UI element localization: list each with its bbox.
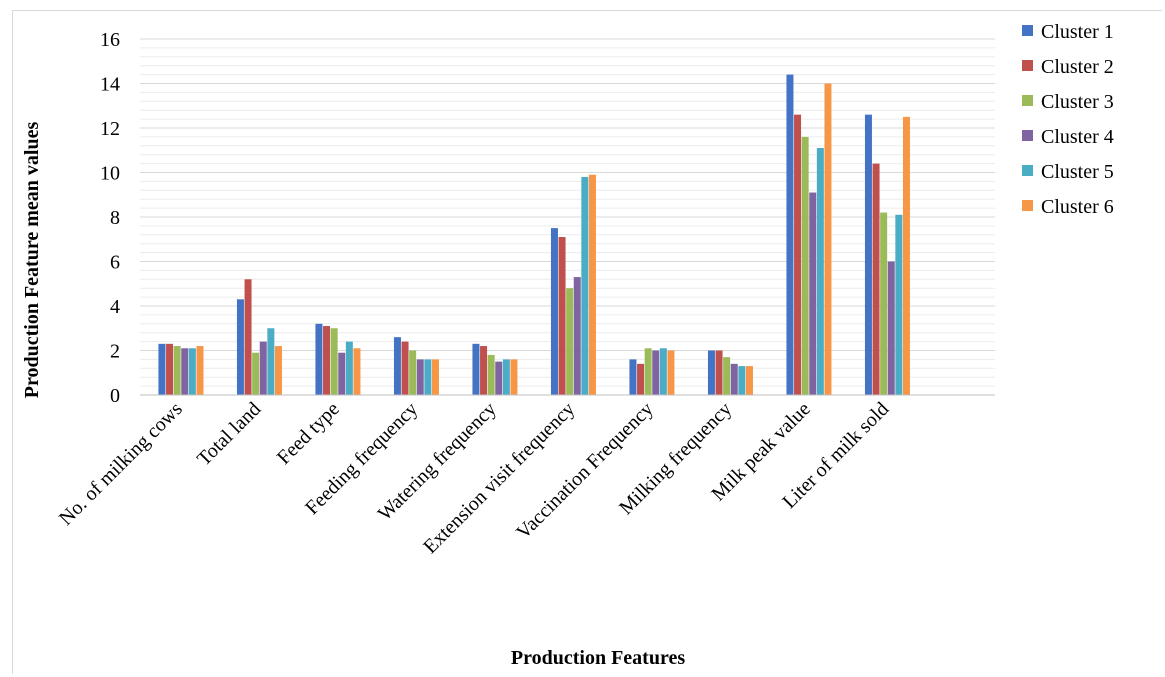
y-tick-labels: 0 2 4 6 8 10 12 14 16: [100, 29, 120, 407]
bar-cluster-5: [581, 176, 589, 395]
bar-cluster-3: [644, 348, 652, 395]
bar-cluster-1: [550, 228, 558, 395]
bar-cluster-3: [173, 346, 181, 395]
bar-cluster-6: [274, 346, 282, 395]
bar-cluster-6: [353, 348, 361, 395]
y-tick-label: 16: [100, 29, 120, 51]
bar-cluster-2: [794, 114, 802, 396]
bar-cluster-5: [188, 348, 196, 395]
y-tick-label: 14: [100, 74, 120, 96]
bar-cluster-5: [738, 366, 746, 395]
bar-cluster-2: [323, 326, 331, 395]
bar-cluster-3: [723, 357, 731, 395]
x-tick-label: Feed type: [273, 398, 344, 469]
bar-cluster-3: [409, 350, 417, 395]
y-tick-label: 2: [110, 341, 120, 363]
bar-cluster-4: [181, 348, 189, 395]
x-tick-label: Extension visit frequency: [419, 398, 579, 558]
bar-cluster-4: [259, 341, 267, 395]
bar-cluster-2: [637, 363, 645, 395]
y-tick-label: 10: [100, 163, 120, 185]
x-tick-label: Total land: [193, 398, 265, 470]
bar-cluster-4: [887, 261, 895, 395]
chart-frame: [12, 10, 1162, 674]
bars: [158, 74, 910, 396]
bar-cluster-3: [566, 288, 574, 395]
bar-cluster-5: [424, 359, 432, 395]
bar-cluster-6: [588, 174, 596, 395]
bar-cluster-1: [158, 343, 166, 395]
legend-label: Cluster 6: [1041, 196, 1114, 218]
bar-cluster-4: [495, 361, 503, 395]
legend-swatch: [1022, 130, 1033, 141]
bar-cluster-5: [267, 328, 275, 395]
y-tick-label: 4: [110, 296, 120, 318]
bar-cluster-4: [730, 363, 738, 395]
bar-cluster-2: [872, 163, 880, 395]
bar-cluster-1: [315, 323, 323, 395]
bar-cluster-2: [558, 237, 566, 395]
bar-cluster-2: [166, 343, 174, 395]
legend-label: Cluster 1: [1041, 21, 1114, 43]
bar-cluster-4: [652, 350, 660, 395]
legend-label: Cluster 3: [1041, 91, 1114, 113]
y-tick-label: 6: [110, 252, 120, 274]
bar-cluster-6: [510, 359, 518, 395]
y-tick-label: 0: [110, 385, 120, 407]
legend-label: Cluster 5: [1041, 161, 1114, 183]
bar-cluster-1: [707, 350, 715, 395]
bar-cluster-6: [902, 116, 910, 395]
x-tick-label: Vaccination Frequency: [512, 398, 658, 544]
bar-cluster-4: [416, 359, 424, 395]
x-axis-title: Production Features: [511, 647, 685, 669]
bar-cluster-3: [330, 328, 338, 395]
bar-cluster-6: [824, 83, 832, 395]
y-tick-label: 8: [110, 207, 120, 229]
bar-cluster-4: [809, 192, 817, 395]
legend-swatch: [1022, 165, 1033, 176]
bar-cluster-1: [236, 299, 244, 395]
bar-cluster-1: [393, 337, 401, 395]
bar-cluster-1: [864, 114, 872, 396]
bar-cluster-5: [345, 341, 353, 395]
bar-cluster-2: [480, 346, 488, 395]
legend: Cluster 1 Cluster 2 Cluster 3 Cluster 4 Clus…: [1022, 21, 1114, 218]
x-tick-labels: No. of milking cows Total land Feed typeFe…: [55, 398, 893, 558]
bar-cluster-2: [244, 279, 252, 395]
bar-cluster-6: [196, 346, 204, 395]
legend-swatch: [1022, 95, 1033, 106]
bar-cluster-5: [816, 148, 824, 395]
bar-cluster-2: [401, 341, 409, 395]
bar-cluster-2: [715, 350, 723, 395]
bar-cluster-3: [801, 136, 809, 395]
bar-cluster-1: [472, 343, 480, 395]
bar-cluster-6: [745, 366, 753, 395]
bar-cluster-6: [431, 359, 439, 395]
bar-cluster-5: [502, 359, 510, 395]
legend-swatch: [1022, 200, 1033, 211]
bar-cluster-3: [880, 212, 888, 395]
legend-swatch: [1022, 60, 1033, 71]
legend-label: Cluster 2: [1041, 56, 1114, 78]
legend-label: Cluster 4: [1041, 126, 1114, 148]
bar-cluster-3: [252, 352, 260, 395]
bar-cluster-1: [629, 359, 637, 395]
x-tick-label: No. of milking cows: [55, 398, 187, 530]
bar-cluster-3: [487, 354, 495, 395]
bar-cluster-4: [338, 352, 346, 395]
bar-cluster-4: [573, 277, 581, 395]
bar-cluster-5: [895, 214, 903, 395]
bar-cluster-1: [786, 74, 794, 395]
bar-cluster-5: [659, 348, 667, 395]
bar-cluster-6: [667, 350, 675, 395]
y-tick-label: 12: [100, 118, 120, 140]
y-axis-title: Production Feature mean values: [21, 122, 43, 399]
legend-swatch: [1022, 25, 1033, 36]
